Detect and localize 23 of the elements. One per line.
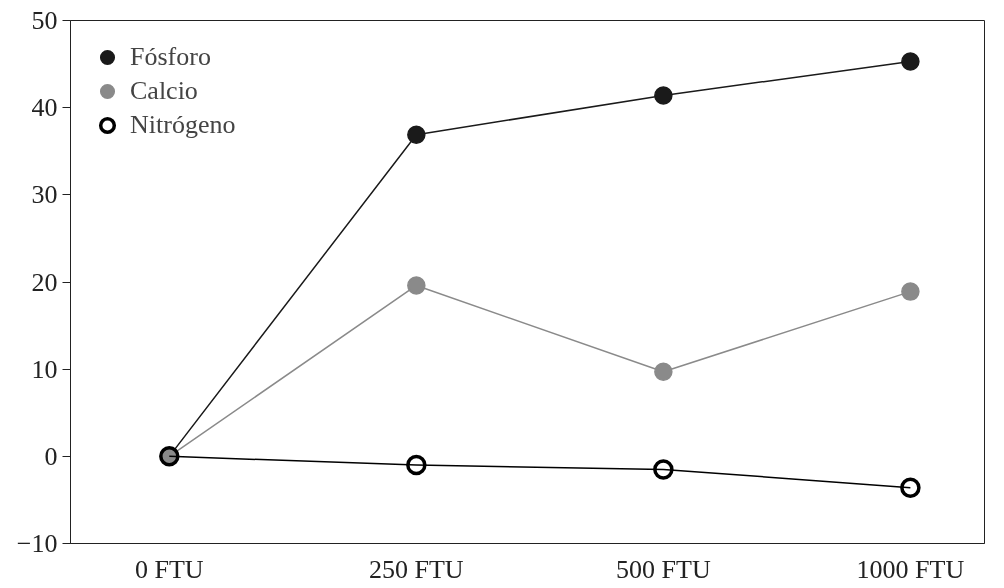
point <box>406 454 427 476</box>
y-tick-label: 10 <box>31 354 58 384</box>
legend-label: Calcio <box>130 76 198 106</box>
legend-label: Fósforo <box>130 42 211 72</box>
y-tick-label: 20 <box>31 267 58 297</box>
point <box>900 477 921 498</box>
y-tick-label: −10 <box>16 529 58 558</box>
point <box>654 362 673 382</box>
x-tick-label: 0 FTU <box>135 554 204 584</box>
y-tick-label: 50 <box>31 6 58 35</box>
point <box>901 52 920 71</box>
point <box>654 86 673 105</box>
y-tick-label: 30 <box>31 180 58 210</box>
point <box>407 276 426 295</box>
x-tick-label: 250 FTU <box>369 554 464 584</box>
point <box>901 282 920 301</box>
point <box>653 459 674 480</box>
y-tick-label: 40 <box>31 93 58 123</box>
y-tick-label: 0 <box>44 441 58 471</box>
x-tick-label: 500 FTU <box>616 554 711 584</box>
point <box>407 125 426 144</box>
x-tick-label: 1000 FTU <box>856 554 965 584</box>
legend-label: Nitrógeno <box>130 110 236 140</box>
